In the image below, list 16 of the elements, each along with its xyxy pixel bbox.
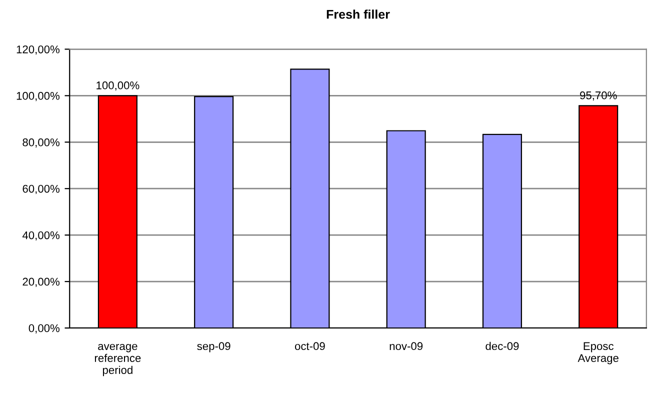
x-tick-label: Eposc Average [578,342,618,364]
y-tick-label: 60,00% [22,184,60,194]
data-label: 100,00% [96,81,140,91]
x-tick-label: dec-09 [486,342,519,350]
y-tick-label: 20,00% [22,278,60,287]
x-tick-label: oct-09 [294,342,325,350]
y-tick-label: 100,00% [16,92,60,102]
x-tick-label: nov-09 [390,342,423,350]
x-tick-label: sep-09 [197,342,230,352]
chart-title: Fresh filler [326,10,390,19]
y-tick-label: 0,00% [28,324,60,334]
y-tick-label: 80,00% [22,138,60,148]
data-label: 95,70% [580,91,617,101]
y-tick-label: 40,00% [22,231,60,241]
x-tick-label: average reference period [94,344,141,376]
y-tick-label: 120,00% [16,45,60,55]
